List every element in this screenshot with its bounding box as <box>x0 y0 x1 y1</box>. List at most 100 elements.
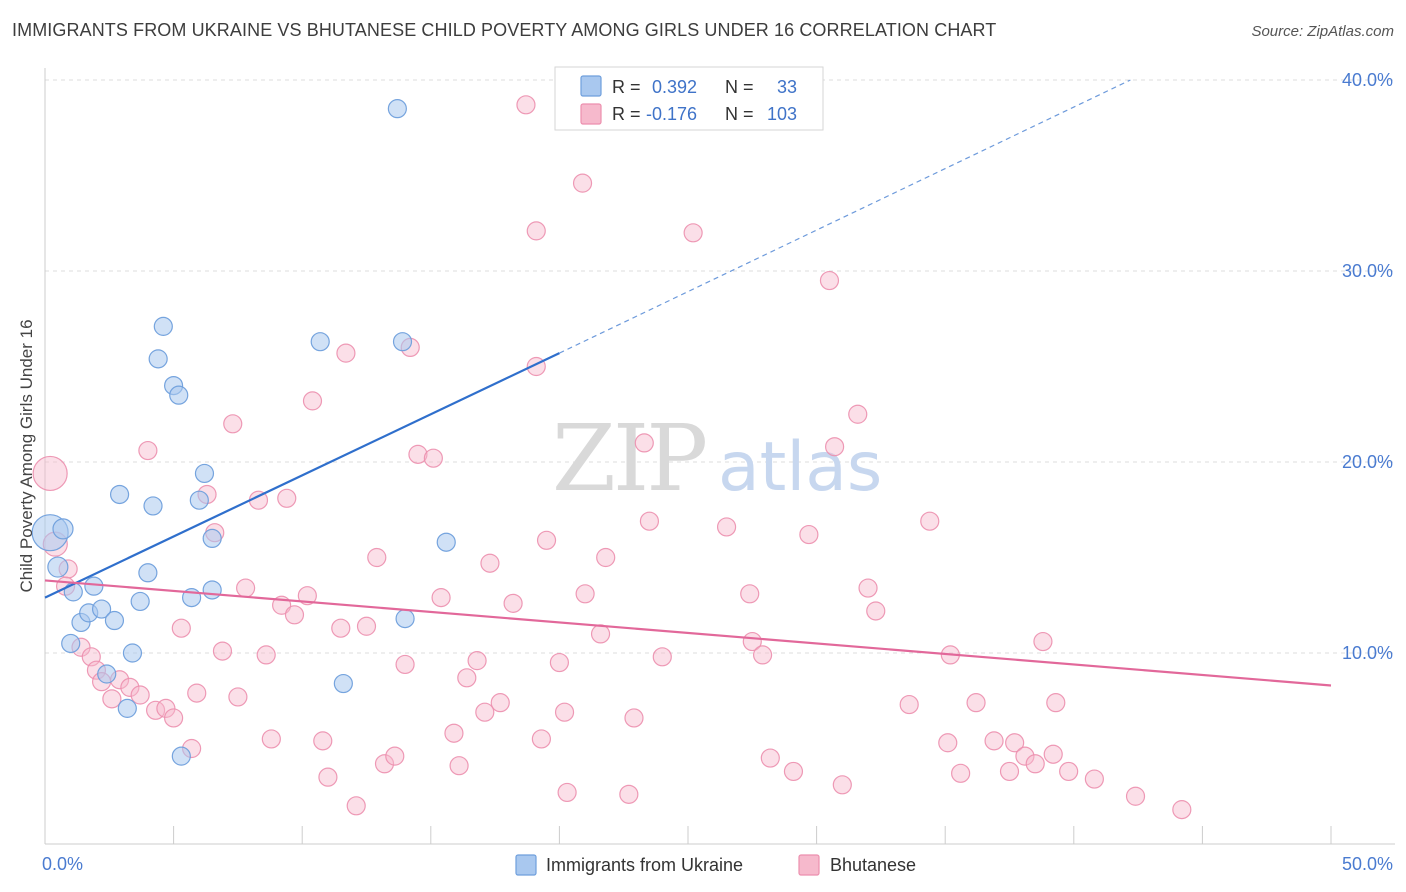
bhutanese-point <box>130 685 150 705</box>
bhutanese-point <box>639 511 660 531</box>
legend-n-label: N = <box>725 104 754 124</box>
bhutanese-point <box>457 668 477 688</box>
bhutanese-point <box>526 221 546 241</box>
ukraine-point <box>63 582 83 602</box>
bhutanese-point <box>277 488 297 508</box>
bhutanese-point <box>156 698 176 718</box>
ukraine-trend-extension <box>559 79 1131 354</box>
ukraine-point <box>392 332 413 352</box>
legend-swatch-ukraine <box>580 75 602 97</box>
bhutanese-point <box>1125 786 1146 806</box>
bhutanese-point <box>760 748 780 768</box>
bhutanese-point <box>171 618 191 638</box>
ukraine-point <box>91 599 112 619</box>
bottom-legend-swatch-bhutanese <box>798 854 820 876</box>
bhutanese-point <box>899 694 919 715</box>
bhutanese-point <box>408 444 428 464</box>
ukraine-point <box>104 610 125 631</box>
bhutanese-point <box>596 547 616 568</box>
ukraine-point <box>436 532 456 552</box>
legend-n-value: 33 <box>777 77 797 97</box>
ukraine-point <box>194 463 215 484</box>
bhutanese-point <box>951 763 971 783</box>
bhutanese-point <box>549 652 570 673</box>
watermark-atlas: atlas <box>718 428 882 507</box>
y-tick-label: 10.0% <box>1342 643 1393 663</box>
x-tick-labels: 0.0% 50.0% <box>42 854 1393 874</box>
bhutanese-point <box>256 645 276 665</box>
bhutanese-point <box>819 270 840 291</box>
bhutanese-point <box>297 586 317 606</box>
bhutanese-point <box>228 687 248 707</box>
ukraine-point <box>52 518 74 540</box>
bhutanese-point <box>1025 754 1045 774</box>
bhutanese-point <box>302 391 323 411</box>
ukraine-point <box>130 591 150 612</box>
x-tick-label-min: 0.0% <box>42 854 83 874</box>
axes <box>44 68 1395 845</box>
bhutanese-point <box>236 578 256 598</box>
y-tick-labels: 10.0% 20.0% 30.0% 40.0% <box>1342 70 1393 663</box>
ukraine-point <box>61 633 81 654</box>
bhutanese-point <box>490 693 510 713</box>
bhutanese-point <box>444 723 464 743</box>
bhutanese-point <box>346 796 366 816</box>
bhutanese-point <box>624 708 644 728</box>
ukraine-point <box>153 316 173 336</box>
bhutanese-point <box>783 761 804 782</box>
legend-r-value: -0.176 <box>646 104 697 124</box>
bhutanese-point <box>825 437 845 457</box>
bhutanese-point <box>866 601 886 621</box>
gridlines <box>45 79 1395 654</box>
bhutanese-point <box>1033 631 1053 652</box>
bhutanese-point <box>531 729 551 749</box>
bhutanese-point <box>536 530 557 550</box>
bhutanese-point <box>1046 693 1066 713</box>
ukraine-point <box>148 349 168 369</box>
ukraine-point <box>97 664 117 684</box>
legend: R = 0.392 N = 33 R = -0.176 N = 103 <box>554 66 824 131</box>
bhutanese-point <box>716 517 737 537</box>
bhutanese-point <box>999 761 1020 782</box>
ukraine-point <box>138 563 158 583</box>
bhutanese-point <box>848 404 868 424</box>
bottom-legend-label-ukraine: Immigrants from Ukraine <box>546 855 743 875</box>
bhutanese-point <box>261 729 281 749</box>
ukraine-point <box>171 746 191 766</box>
watermark-zip: ZIP <box>552 405 705 512</box>
bhutanese-point <box>1084 769 1104 789</box>
bhutanese-point <box>395 654 415 675</box>
ukraine-point <box>117 698 137 718</box>
bhutanese-point <box>575 584 595 604</box>
ukraine-point <box>333 673 353 694</box>
bhutanese-point <box>740 584 760 604</box>
bhutanese-point <box>832 775 852 795</box>
bhutanese-point <box>984 731 1004 751</box>
bhutanese-trend-line <box>44 579 1332 687</box>
bhutanese-point <box>652 647 672 667</box>
ukraine-point <box>387 99 407 119</box>
trend-lines <box>44 79 1332 687</box>
y-axis-label: Child Poverty Among Girls Under 16 <box>17 319 36 592</box>
bhutanese-point <box>449 756 469 776</box>
bhutanese-point <box>467 651 487 671</box>
bhutanese-point <box>102 689 122 709</box>
watermark: ZIP atlas <box>552 405 882 512</box>
bhutanese-point <box>503 593 523 613</box>
bhutanese-point <box>475 702 495 722</box>
bhutanese-point <box>423 448 443 468</box>
bhutanese-point <box>356 616 377 636</box>
y-tick-label: 20.0% <box>1342 452 1393 472</box>
ukraine-points <box>31 99 456 766</box>
bhutanese-point <box>516 95 536 115</box>
bhutanese-point <box>164 708 184 728</box>
legend-n-label: N = <box>725 77 754 97</box>
bhutanese-point <box>966 693 986 713</box>
bottom-legend-label-bhutanese: Bhutanese <box>830 855 916 875</box>
bhutanese-point <box>32 455 68 492</box>
legend-r-value: 0.392 <box>652 77 697 97</box>
bhutanese-point <box>752 645 773 665</box>
bhutanese-point <box>1172 800 1192 820</box>
bhutanese-point <box>385 746 405 766</box>
